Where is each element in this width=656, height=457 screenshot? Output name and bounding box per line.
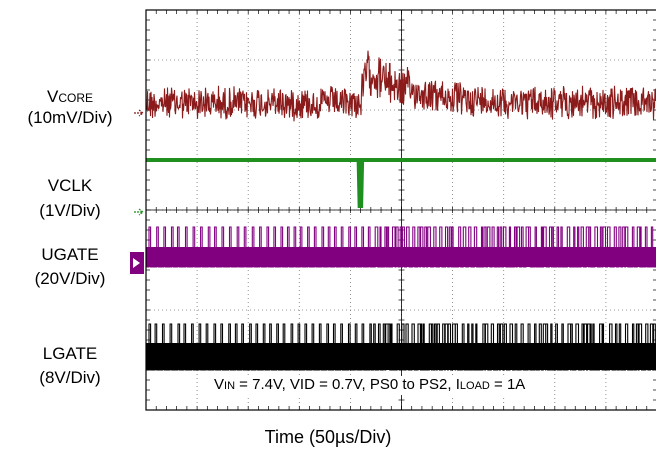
channel-label-lgate: LGATE (8V/Div) <box>0 344 140 388</box>
plot-frame <box>145 9 656 411</box>
channel-label-vcore: VCORE (10mV/Div) <box>0 87 140 128</box>
test-condition-annotation: VIN = 7.4V, VID = 0.7V, PS0 to PS2, ILOA… <box>212 376 528 395</box>
ugate-name: UGATE <box>41 245 99 264</box>
vcore-name: VCORE <box>46 87 93 106</box>
vclk-scale: (1V/Div) <box>39 201 101 220</box>
vcore-trace <box>145 50 656 122</box>
ugate-band <box>146 247 656 267</box>
ugate-marker-arrow <box>133 258 140 268</box>
channel-label-vclk: VCLK (1V/Div) <box>0 176 140 221</box>
vclk-marker <box>134 208 144 216</box>
lgate-trace <box>146 323 656 371</box>
lgate-band <box>146 343 656 370</box>
lgate-scale: (8V/Div) <box>39 368 101 387</box>
vclk-trace <box>146 158 656 208</box>
channel-label-ugate: UGATE (20V/Div) <box>0 245 140 289</box>
vcore-marker <box>134 109 144 117</box>
ugate-scale: (20V/Div) <box>34 269 106 288</box>
x-axis-label: Time (50µs/Div) <box>264 427 392 447</box>
lgate-name: LGATE <box>42 344 98 363</box>
waveform-traces <box>145 50 656 371</box>
vclk-name: VCLK <box>47 176 93 195</box>
channel-markers <box>130 109 144 274</box>
vcore-scale: (10mV/Div) <box>27 108 113 127</box>
